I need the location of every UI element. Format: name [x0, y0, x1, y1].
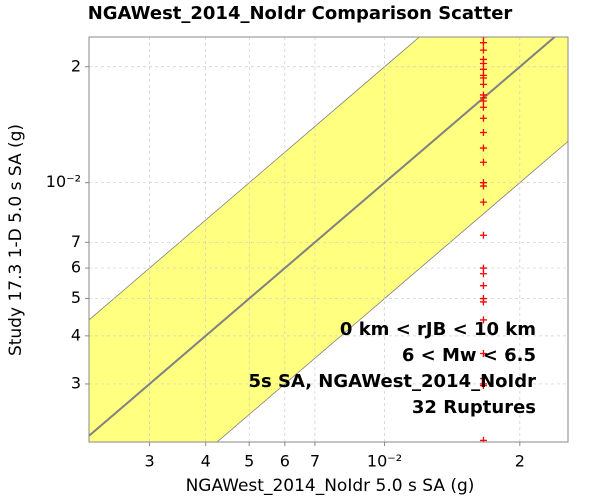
- annotation: 6 < Mw < 6.5: [402, 345, 536, 366]
- y-tick-label: 3: [71, 373, 81, 392]
- y-tick-label: 4: [71, 325, 81, 344]
- point: [479, 59, 487, 67]
- point: [479, 298, 487, 306]
- x-axis-label: NGAWest_2014_NoIdr 5.0 s SA (g): [186, 476, 475, 496]
- point: [479, 316, 487, 324]
- y-tick-label: 10⁻²: [46, 172, 81, 191]
- point: [479, 282, 487, 290]
- annotation: 0 km < rJB < 10 km: [340, 319, 536, 340]
- point: [479, 436, 487, 442]
- point: [479, 349, 487, 357]
- point: [479, 382, 487, 390]
- point: [479, 103, 487, 111]
- x-tick-label: 4: [201, 452, 211, 471]
- y-tick-label: 6: [71, 258, 81, 277]
- y-tick-label: 2: [71, 56, 81, 75]
- chart-title: NGAWest_2014_NoIdr Comparison Scatter: [88, 3, 513, 24]
- x-tick-label: 7: [310, 452, 320, 471]
- x-tick-label: 10⁻²: [367, 452, 402, 471]
- x-tick-label: 5: [244, 452, 254, 471]
- point: [479, 231, 487, 239]
- annotation: 32 Ruptures: [412, 397, 536, 418]
- y-tick-label: 5: [71, 288, 81, 307]
- point: [479, 97, 487, 105]
- point: [479, 128, 487, 136]
- x-tick-label: 3: [144, 452, 154, 471]
- point: [479, 65, 487, 73]
- point: [479, 158, 487, 166]
- point: [479, 182, 487, 190]
- point: [479, 114, 487, 122]
- annotation: 5s SA, NGAWest_2014_NoIdr: [248, 371, 536, 392]
- x-tick-label: 6: [280, 452, 290, 471]
- plot-border: [88, 36, 569, 443]
- y-tick-label: 7: [71, 232, 81, 251]
- point: [479, 74, 487, 82]
- point: [479, 198, 487, 206]
- point: [479, 46, 487, 54]
- y-axis-label: Study 17.3 1-D 5.0 s SA (g): [6, 124, 26, 356]
- point: [479, 144, 487, 152]
- point: [479, 270, 487, 278]
- x-tick-label: 2: [515, 452, 525, 471]
- point: [479, 39, 487, 47]
- point: [479, 80, 487, 88]
